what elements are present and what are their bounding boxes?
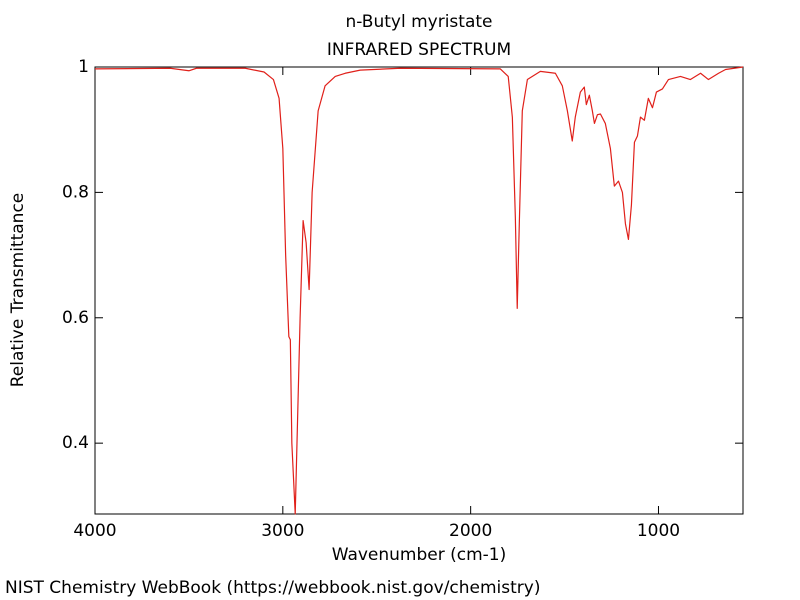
x-tick-label: 1000: [637, 521, 680, 541]
footer-annotation: NIST Chemistry WebBook (https://webbook.…: [5, 578, 540, 598]
y-tick-label: 1: [78, 57, 89, 77]
chart-subtitle: INFRARED SPECTRUM: [327, 40, 511, 60]
y-tick-label: 0.6: [62, 308, 89, 328]
chart-title: n-Butyl myristate: [346, 12, 493, 32]
x-tick-label: 3000: [261, 521, 304, 541]
y-tick-label: 0.4: [62, 433, 89, 453]
y-tick-label: 0.8: [62, 182, 89, 202]
plot-frame: [94, 66, 744, 515]
x-tick-label: 4000: [73, 521, 116, 541]
spectrum-line: [94, 66, 744, 515]
x-axis-label: Wavenumber (cm-1): [332, 545, 507, 565]
x-tick-label: 2000: [449, 521, 492, 541]
y-axis-label: Relative Transmittance: [8, 193, 28, 388]
